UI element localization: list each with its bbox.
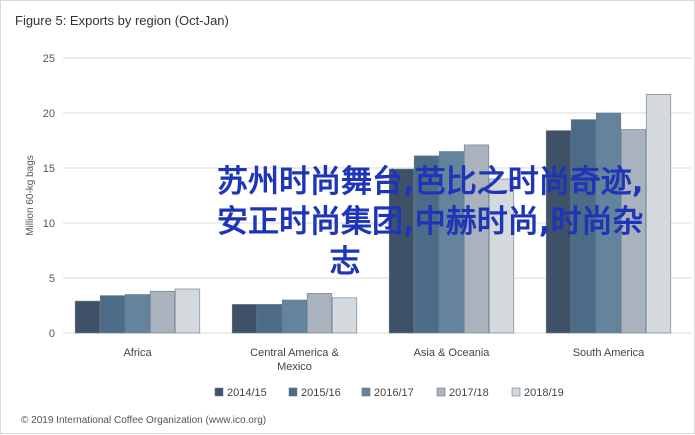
legend-swatch — [288, 387, 298, 397]
watermark-line-2: 安正时尚集团,中赫时尚,时尚杂 — [217, 204, 644, 240]
bar — [99, 295, 126, 334]
bar — [620, 129, 647, 334]
x-axis-categories: Africa Central America & Mexico Asia & Ocea… — [123, 347, 645, 373]
bar — [256, 304, 283, 334]
bar — [388, 168, 415, 334]
bar — [438, 151, 465, 334]
legend: 2014/15 2015/16 2016/17 2017/18 2018/19 — [214, 387, 564, 399]
source-note: © 2019 International Coffee Organization… — [21, 415, 266, 426]
watermark-line-1: 苏州时尚舞台,芭比之时尚奇迹, — [217, 164, 644, 200]
bar — [124, 294, 151, 334]
bar — [413, 155, 440, 334]
bar — [595, 112, 622, 334]
legend-label: 2014/15 — [227, 387, 267, 399]
x-category-label: Mexico — [277, 361, 312, 373]
y-tick-label: 0 — [49, 328, 55, 340]
bar — [231, 304, 258, 334]
x-category-label: Africa — [123, 347, 152, 359]
legend-swatch — [511, 387, 521, 397]
legend-label: 2016/17 — [374, 387, 414, 399]
y-tick-label: 20 — [43, 108, 55, 120]
y-axis-label: Million 60-kg bags — [25, 155, 36, 236]
y-tick-label: 15 — [43, 163, 55, 175]
legend-label: 2017/18 — [449, 387, 489, 399]
watermark-line-3: 志 — [330, 244, 361, 280]
watermark-overlay: 苏州时尚舞台,芭比之时尚奇迹, 安正时尚集团,中赫时尚,时尚杂 志 — [217, 164, 644, 280]
bar — [545, 130, 572, 334]
chart-title: Figure 5: Exports by region (Oct-Jan) — [15, 13, 229, 28]
bar — [149, 290, 176, 334]
bar — [306, 293, 333, 334]
legend-swatch — [214, 387, 224, 397]
bar — [74, 300, 101, 334]
y-tick-label: 10 — [43, 218, 55, 230]
bar — [463, 144, 490, 334]
y-axis-ticks: 0 5 10 15 20 25 — [43, 53, 55, 340]
y-tick-label: 5 — [49, 273, 55, 285]
bar — [570, 119, 597, 334]
bar — [331, 297, 358, 334]
y-tick-label: 25 — [43, 53, 55, 65]
bar — [645, 94, 672, 334]
bar — [174, 288, 201, 334]
bar — [281, 299, 308, 334]
x-category-label: Asia & Oceania — [414, 347, 491, 359]
legend-swatch — [436, 387, 446, 397]
legend-swatch — [361, 387, 371, 397]
legend-label: 2018/19 — [524, 387, 564, 399]
legend-label: 2015/16 — [301, 387, 341, 399]
bar-series — [74, 94, 672, 334]
bar — [488, 178, 515, 334]
x-category-label: Central America & — [250, 347, 339, 359]
x-category-label: South America — [573, 347, 645, 359]
